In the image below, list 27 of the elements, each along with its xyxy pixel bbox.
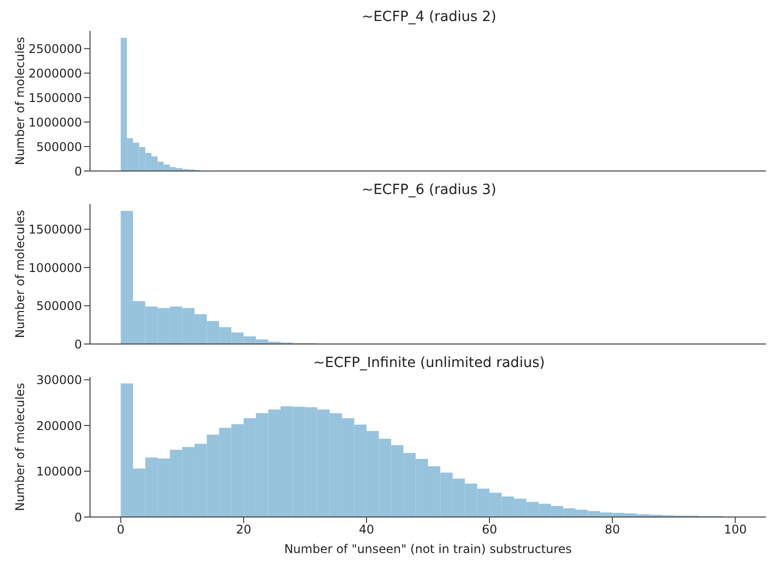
- y-tick-label: 100000: [36, 464, 82, 479]
- y-tick-label: 500000: [36, 140, 82, 154]
- y-tick-label: 1500000: [28, 90, 82, 105]
- y-tick-label: 200000: [36, 418, 82, 433]
- y-tick-label: 1000000: [28, 260, 82, 275]
- y-tick-label: 1500000: [28, 222, 82, 237]
- x-tick-label: 80: [604, 522, 620, 537]
- x-tick-label: 60: [482, 522, 498, 537]
- y-axis-title: Number of molecules: [13, 36, 27, 166]
- y-tick-label: 2000000: [28, 66, 82, 80]
- y-tick-label: 0: [74, 337, 82, 352]
- x-axis-title: Number of "unseen" (not in train) substructures: [284, 542, 572, 556]
- y-tick-label: 0: [74, 164, 82, 178]
- x-tick-label: 100: [724, 522, 747, 537]
- chart-title: ~ECFP_4 (radius 2): [360, 8, 498, 26]
- y-axis-title: Number of molecules: [13, 382, 27, 512]
- y-tick-label: 2500000: [28, 42, 82, 56]
- y-tick-label: 500000: [36, 299, 82, 314]
- y-tick-label: 300000: [36, 373, 82, 388]
- x-tick-label: 40: [358, 522, 374, 537]
- chart-title: ~ECFP_6 (radius 3): [360, 181, 498, 199]
- y-tick-label: 1000000: [28, 115, 82, 130]
- chart-title: ~ECFP_Infinite (unlimited radius): [312, 354, 546, 372]
- y-axis-title: Number of molecules: [13, 210, 27, 338]
- x-tick-label: 0: [116, 522, 125, 537]
- x-tick-label: 20: [236, 522, 252, 537]
- y-tick-label: 0: [74, 510, 82, 524]
